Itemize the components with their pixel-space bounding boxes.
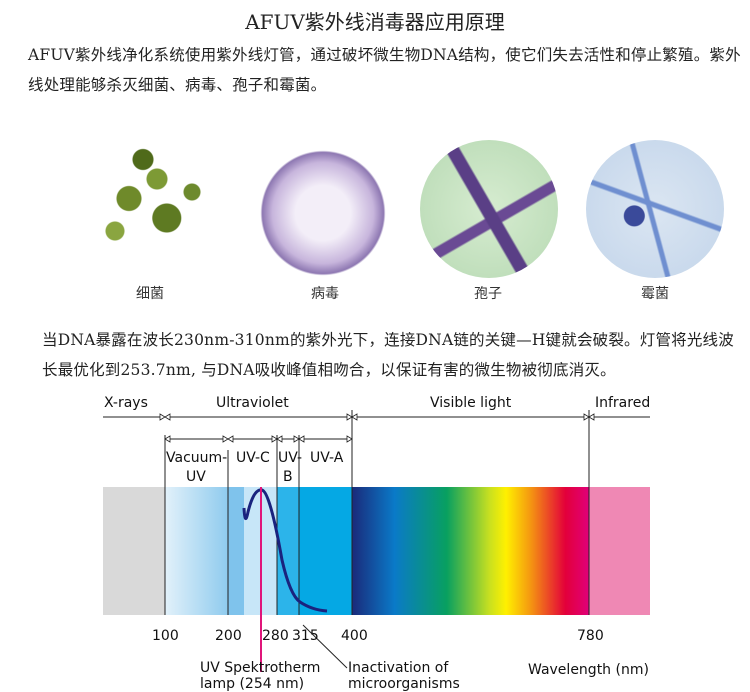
inactivation-curve bbox=[242, 488, 328, 613]
label-uvb: UV- bbox=[278, 450, 302, 466]
tick-400: 400 bbox=[341, 628, 368, 644]
label-visible: Visible light bbox=[430, 395, 512, 411]
inactivation-label: Inactivation of bbox=[348, 660, 449, 676]
uva-band bbox=[299, 487, 352, 615]
label-vacuum-uv-2: UV bbox=[186, 469, 206, 485]
vacuum-uv-band bbox=[165, 487, 228, 615]
caption-mold: 霉菌 bbox=[641, 286, 669, 302]
visible-band bbox=[352, 487, 589, 615]
lamp-label: UV Spektrotherm bbox=[200, 660, 320, 676]
tick-200: 200 bbox=[215, 628, 242, 644]
tick-780: 780 bbox=[577, 628, 604, 644]
inactivation-label-2: microorganisms bbox=[348, 676, 460, 692]
tick-280: 280 bbox=[262, 628, 289, 644]
wavelength-axis-label: Wavelength (nm) bbox=[528, 662, 649, 678]
label-uvb-2: B bbox=[283, 469, 293, 485]
uvc-band bbox=[228, 487, 244, 615]
infrared-band bbox=[589, 487, 650, 615]
spore-image bbox=[420, 140, 558, 278]
xray-band bbox=[103, 487, 165, 615]
uvb-band bbox=[277, 487, 299, 615]
tick-315: 315 bbox=[292, 628, 319, 644]
label-uva: UV-A bbox=[310, 450, 344, 466]
label-uvc: UV-C bbox=[236, 450, 270, 466]
virus-image bbox=[258, 148, 388, 278]
bacteria-image bbox=[80, 140, 220, 270]
caption-bacteria: 细菌 bbox=[136, 286, 164, 302]
intro-paragraph: AFUV紫外线净化系统使用紫外线灯管，通过破坏微生物DNA结构，使它们失去活性和… bbox=[28, 46, 741, 94]
caption-spore: 孢子 bbox=[474, 286, 502, 302]
lamp-label-2: lamp (254 nm) bbox=[200, 676, 304, 692]
label-infrared: Infrared bbox=[595, 395, 650, 411]
caption-virus: 病毒 bbox=[311, 286, 339, 302]
explanation-paragraph: 当DNA暴露在波长230nm-310nm的紫外光下，连接DNA链的关键—H键就会… bbox=[42, 331, 734, 379]
label-vacuum-uv: Vacuum- bbox=[166, 450, 227, 466]
label-ultraviolet: Ultraviolet bbox=[216, 395, 289, 411]
page-title: AFUV紫外线消毒器应用原理 bbox=[245, 10, 505, 34]
label-xrays: X-rays bbox=[104, 395, 148, 411]
tick-100: 100 bbox=[152, 628, 179, 644]
mold-image bbox=[586, 140, 724, 278]
